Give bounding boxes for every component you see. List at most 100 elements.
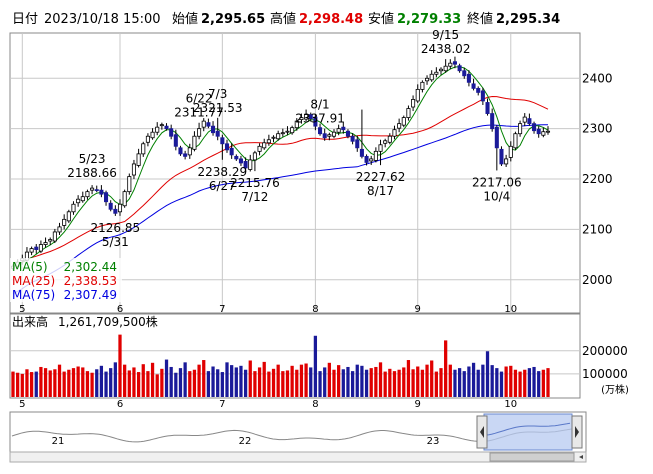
candle-body xyxy=(34,246,39,250)
month-tick-label: 9 xyxy=(415,304,421,315)
annotation-label: 7/12 xyxy=(241,190,268,204)
candle-body xyxy=(471,83,476,89)
scroll-right-arrow-icon[interactable] xyxy=(579,455,583,459)
overview-selection[interactable] xyxy=(483,413,573,451)
candle-body xyxy=(141,143,146,155)
volume-bar xyxy=(527,368,532,397)
volume-bar xyxy=(123,364,127,397)
volume-bar xyxy=(467,366,471,397)
candle-body xyxy=(457,65,462,72)
candle-body xyxy=(299,117,304,121)
volume-bar xyxy=(453,369,457,397)
candle-body xyxy=(518,123,523,135)
candle-body xyxy=(485,102,490,114)
candle-body xyxy=(271,136,276,139)
month-tick-label: 7 xyxy=(219,304,225,315)
volume-bar xyxy=(406,360,411,397)
candle-body xyxy=(420,81,425,90)
low-label: 安値 xyxy=(368,11,394,27)
candle-body xyxy=(318,127,323,135)
volume-month-tick-label: 6 xyxy=(117,399,123,410)
volume-bar xyxy=(513,369,518,397)
candle-body xyxy=(294,120,299,129)
volume-bar xyxy=(81,367,85,397)
volume-bar xyxy=(285,370,290,397)
volume-bar xyxy=(25,369,29,397)
volume-bar xyxy=(364,369,369,397)
candle-body xyxy=(62,218,67,226)
candle-body xyxy=(127,176,132,193)
candle-body xyxy=(545,130,551,133)
annotation-label: 6/22 xyxy=(186,92,213,106)
candle-body xyxy=(257,145,262,152)
volume-bar xyxy=(104,371,108,397)
volume-bar xyxy=(309,367,313,397)
candle-body xyxy=(131,163,136,176)
legend-background xyxy=(10,258,122,302)
volume-bar xyxy=(471,362,476,397)
volume-bar xyxy=(346,366,350,397)
price-header: 日付 2023/10/18 15:00 始値 2,295.65 高値 2,298… xyxy=(12,11,560,27)
volume-bar xyxy=(16,372,20,397)
candle-body xyxy=(541,131,546,136)
volume-bar xyxy=(71,368,76,397)
volume-bar xyxy=(490,365,494,397)
volume-bar xyxy=(434,371,438,397)
candle-body xyxy=(345,130,350,137)
volume-bar xyxy=(118,334,122,397)
price-tick-label: 2000 xyxy=(582,273,613,287)
volume-bar xyxy=(243,369,248,397)
candle-body xyxy=(369,158,374,162)
scrollbar-track[interactable] xyxy=(9,451,587,463)
volume-bar xyxy=(271,368,276,397)
candle-body xyxy=(117,203,123,213)
overview-scrollbar[interactable] xyxy=(9,451,587,463)
volume-bar xyxy=(411,369,415,397)
candle-body xyxy=(248,159,253,170)
overview-label-21: 21 xyxy=(52,436,65,447)
candle-body xyxy=(504,158,509,165)
scrollbar-thumb[interactable] xyxy=(489,452,575,462)
candle-body xyxy=(462,70,467,77)
volume-bar xyxy=(341,369,345,397)
annotation-label: 2126.85 xyxy=(91,221,141,235)
candle-body xyxy=(178,147,183,155)
volume-panel: 出来高 1,261,709,500株 100000 200000 (万株) 5 6 7… xyxy=(9,313,629,410)
candle-body xyxy=(373,150,378,161)
overview-navigator[interactable]: 21 22 23 xyxy=(9,411,587,453)
volume-bar xyxy=(39,366,43,397)
candle-body xyxy=(108,202,113,210)
volume-bar xyxy=(146,371,150,397)
legend-ma25-value: 2,338.53 xyxy=(64,274,117,288)
candle-body xyxy=(387,135,392,143)
candle-body xyxy=(499,148,504,165)
volume-bar xyxy=(230,365,234,397)
volume-month-tick-label: 8 xyxy=(312,399,318,410)
volume-bar xyxy=(332,369,336,397)
volume-bar xyxy=(281,371,285,397)
candle-body xyxy=(313,116,318,127)
annotation-label: 6/27 xyxy=(209,179,236,193)
volume-bar xyxy=(295,369,299,397)
candle-body xyxy=(406,108,411,118)
volume-month-tick-label: 5 xyxy=(19,399,25,410)
candle-body xyxy=(527,118,532,125)
volume-month-axis: 5 6 7 8 9 10 xyxy=(19,399,517,410)
volume-bar xyxy=(495,368,499,397)
volume-bar xyxy=(425,364,429,397)
volume-bar xyxy=(388,368,392,397)
volume-bar xyxy=(164,359,169,397)
ma-legend: MA(5) 2,302.44 MA(25) 2,338.53 MA(75) 2,… xyxy=(10,258,122,302)
candle-body xyxy=(48,239,53,242)
volume-bar xyxy=(197,364,201,397)
candle-body xyxy=(266,139,271,144)
volume-bar xyxy=(113,362,117,397)
candle-body xyxy=(169,128,174,137)
volume-bar xyxy=(402,367,406,397)
candle-body xyxy=(262,142,267,149)
ma25-line xyxy=(12,95,549,267)
volume-bar xyxy=(53,369,57,397)
candle-body xyxy=(280,132,285,135)
